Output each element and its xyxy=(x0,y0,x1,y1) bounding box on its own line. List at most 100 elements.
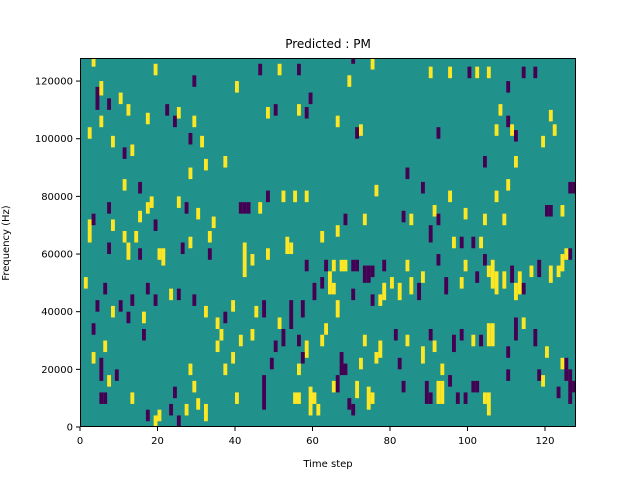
heatmap-cell xyxy=(448,66,453,79)
heatmap-cell xyxy=(293,392,298,404)
heatmap-cell xyxy=(436,127,441,139)
heatmap-cell xyxy=(188,363,193,376)
heatmap-cell xyxy=(428,328,433,341)
heatmap-cell xyxy=(397,357,402,370)
heatmap-cell xyxy=(300,300,305,318)
heatmap-cell xyxy=(409,213,414,226)
heatmap-cell xyxy=(192,294,197,306)
heatmap-cell xyxy=(370,294,375,306)
plot-frame xyxy=(80,58,576,427)
heatmap-cell xyxy=(111,219,115,231)
heatmap-cell xyxy=(130,144,135,157)
heatmap-cell xyxy=(483,254,487,266)
heatmap-cell xyxy=(122,230,127,243)
heatmap-cell xyxy=(173,115,177,128)
heatmap-cell xyxy=(320,277,325,289)
heatmap-cell xyxy=(568,248,573,260)
heatmap-cell xyxy=(207,230,212,243)
heatmap-cell xyxy=(471,380,476,393)
heatmap-cell xyxy=(533,66,538,79)
heatmap-cell xyxy=(374,352,379,364)
y-tick-label: 80000 xyxy=(41,192,73,203)
heatmap-cell xyxy=(176,288,181,301)
heatmap-cell xyxy=(91,213,96,226)
heatmap-cell xyxy=(405,334,410,347)
heatmap-cell xyxy=(475,271,480,283)
heatmap-cell xyxy=(107,202,112,214)
heatmap-cell xyxy=(475,66,480,79)
heatmap-cell xyxy=(258,63,263,76)
heatmap-cell xyxy=(514,156,518,168)
y-axis-label: Frequency (Hz) xyxy=(1,205,12,281)
heatmap-cell xyxy=(506,179,511,191)
heatmap-cell xyxy=(541,375,546,387)
heatmap-cell xyxy=(118,300,123,312)
heatmap-cell xyxy=(297,392,301,404)
heatmap-cell xyxy=(126,311,131,324)
heatmap-cell xyxy=(262,300,267,318)
heatmap-cell xyxy=(87,219,92,243)
y-tick-label: 120000 xyxy=(35,77,73,88)
heatmap-cell xyxy=(118,92,123,105)
heatmap-cell xyxy=(448,190,453,203)
heatmap-cell xyxy=(126,242,131,260)
heatmap-cell xyxy=(254,305,259,318)
heatmap-cell xyxy=(483,156,487,168)
y-axis: 0 20000 40000 60000 80000 100000 120000 xyxy=(35,77,80,434)
heatmap-cell xyxy=(281,328,286,347)
heatmap-cell xyxy=(316,403,321,416)
heatmap-cell xyxy=(486,323,491,347)
heatmap-cell xyxy=(537,259,542,278)
heatmap-cell xyxy=(266,107,270,119)
heatmap-cell xyxy=(142,311,146,324)
heatmap-cell xyxy=(545,205,549,217)
heatmap-cell xyxy=(378,340,383,358)
heatmap-cell xyxy=(312,392,317,404)
heatmap-cell xyxy=(521,317,526,329)
heatmap-cell xyxy=(130,392,135,404)
heatmap-cell xyxy=(335,115,340,128)
heatmap-cell xyxy=(564,357,569,381)
heatmap-cell xyxy=(107,98,112,110)
heatmap-cell xyxy=(463,392,468,404)
heatmap-cell xyxy=(231,300,236,312)
heatmap-cell xyxy=(196,207,201,220)
heatmap-cell xyxy=(359,124,363,136)
heatmap-cell xyxy=(250,328,255,341)
heatmap-cell xyxy=(308,92,313,105)
heatmap-cell xyxy=(475,380,480,393)
heatmap-cell xyxy=(382,259,387,272)
heatmap-cell xyxy=(405,259,410,272)
heatmap-cell xyxy=(362,265,367,283)
heatmap-cell xyxy=(211,216,216,229)
heatmap-cell xyxy=(103,392,108,404)
heatmap-cell xyxy=(401,210,406,223)
heatmap-cell xyxy=(192,75,197,87)
heatmap-cell xyxy=(483,213,487,226)
heatmap-cell xyxy=(107,375,112,387)
plot-area xyxy=(80,58,577,427)
heatmap-cell xyxy=(564,248,569,260)
heatmap-cell xyxy=(568,181,573,194)
heatmap-cell xyxy=(266,190,270,203)
heatmap-cell xyxy=(459,277,464,289)
heatmap-cell xyxy=(463,207,468,220)
heatmap-cell xyxy=(556,265,561,278)
heatmap-cell xyxy=(351,259,356,272)
plot-background xyxy=(80,58,576,427)
y-tick-label: 40000 xyxy=(41,307,73,318)
heatmap-cell xyxy=(153,219,158,231)
x-tick-label: 0 xyxy=(77,436,83,447)
heatmap-cell xyxy=(196,398,201,410)
heatmap-cell xyxy=(145,409,150,422)
heatmap-cell xyxy=(328,271,332,295)
y-tick-label: 100000 xyxy=(35,134,73,145)
heatmap-cell xyxy=(421,181,425,194)
heatmap-cell xyxy=(548,109,553,122)
heatmap-cell xyxy=(204,403,208,422)
heatmap-cell xyxy=(490,323,495,347)
heatmap-cell xyxy=(359,357,363,370)
heatmap-cell xyxy=(308,386,313,416)
heatmap-cell xyxy=(231,352,236,364)
heatmap-cell xyxy=(145,202,150,214)
